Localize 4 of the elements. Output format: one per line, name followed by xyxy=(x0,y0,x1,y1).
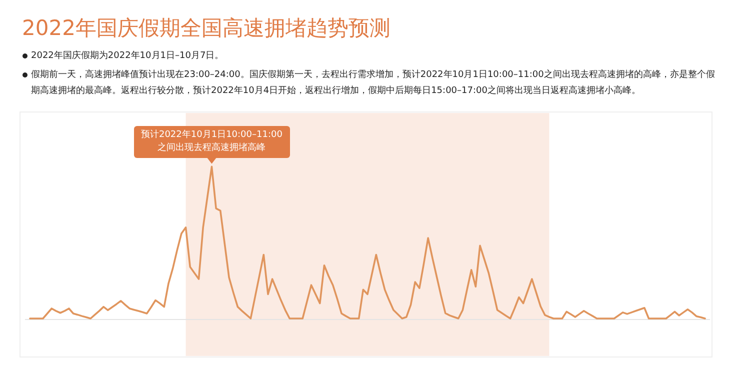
annotation: 预计2022年10月1日10:00–11:00之间出现去程高速拥堵高峰 xyxy=(134,126,290,158)
chart-title: 2022年国庆假期全国高速拥堵趋势预测 xyxy=(22,15,390,42)
text: 假期前一天，高速拥堵峰值预计出现在23:00–24:00。国庆假期第一天，去程出行需求增加，预计2022年10月1日10:00–11:00之间出现去程高速拥堵的高峰，亦是整个假期高速拥堵的最高峰。返程出行较分散，预计2022年10月4日开始，返程出行增加，假期中后期每日15:00–17:00之间将出现当日返程高速拥堵小高峰。 xyxy=(31,68,716,98)
text: 2022年国庆假期为2022年10月1日–10月7日。 xyxy=(31,50,225,63)
